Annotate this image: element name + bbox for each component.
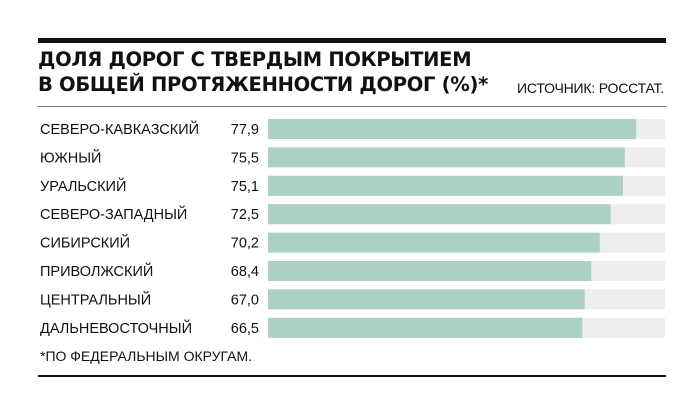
category-label: СЕВЕРО-ЗАПАДНЫЙ bbox=[40, 205, 187, 223]
bar bbox=[268, 147, 625, 168]
bar bbox=[268, 232, 600, 253]
category-label: ЦЕНТРАЛЬНЫЙ bbox=[40, 290, 151, 308]
title-line-2: В ОБЩЕЙ ПРОТЯЖЕННОСТИ ДОРОГ (%)* bbox=[38, 73, 488, 96]
bar bbox=[268, 119, 637, 139]
bar bbox=[268, 175, 623, 196]
title-divider bbox=[38, 106, 666, 107]
bar bbox=[268, 317, 583, 338]
category-label: СИБИРСКИЙ bbox=[40, 234, 130, 252]
bar bbox=[268, 204, 611, 225]
chart-title: ДОЛЯ ДОРОГ С ТВЕРДЫМ ПОКРЫТИЕМ В ОБЩЕЙ П… bbox=[38, 47, 488, 97]
top-rule bbox=[38, 38, 666, 43]
bottom-rule bbox=[38, 375, 666, 377]
value-label: 77,9 bbox=[231, 122, 259, 138]
value-label: 67,0 bbox=[231, 292, 259, 308]
value-label: 66,5 bbox=[231, 321, 259, 337]
bar bbox=[268, 261, 592, 281]
title-line-1: ДОЛЯ ДОРОГ С ТВЕРДЫМ ПОКРЫТИЕМ bbox=[38, 48, 472, 71]
footnote: *ПО ФЕДЕРАЛЬНЫМ ОКРУГАМ. bbox=[40, 348, 253, 364]
category-label: СЕВЕРО-КАВКАЗСКИЙ bbox=[40, 120, 199, 138]
value-label: 75,5 bbox=[231, 150, 259, 166]
category-label: УРАЛЬСКИЙ bbox=[40, 177, 126, 195]
category-label: ПРИВОЛЖСКИЙ bbox=[40, 262, 153, 280]
bar bbox=[268, 289, 585, 310]
value-label: 75,1 bbox=[231, 179, 259, 195]
category-label: ЮЖНЫЙ bbox=[40, 148, 101, 166]
category-label: ДАЛЬНЕВОСТОЧНЫЙ bbox=[40, 319, 192, 337]
value-label: 70,2 bbox=[231, 236, 259, 252]
source-note: ИСТОЧНИК: РОССТАТ. bbox=[517, 80, 664, 96]
value-label: 68,4 bbox=[231, 264, 259, 280]
value-label: 72,5 bbox=[231, 207, 259, 223]
